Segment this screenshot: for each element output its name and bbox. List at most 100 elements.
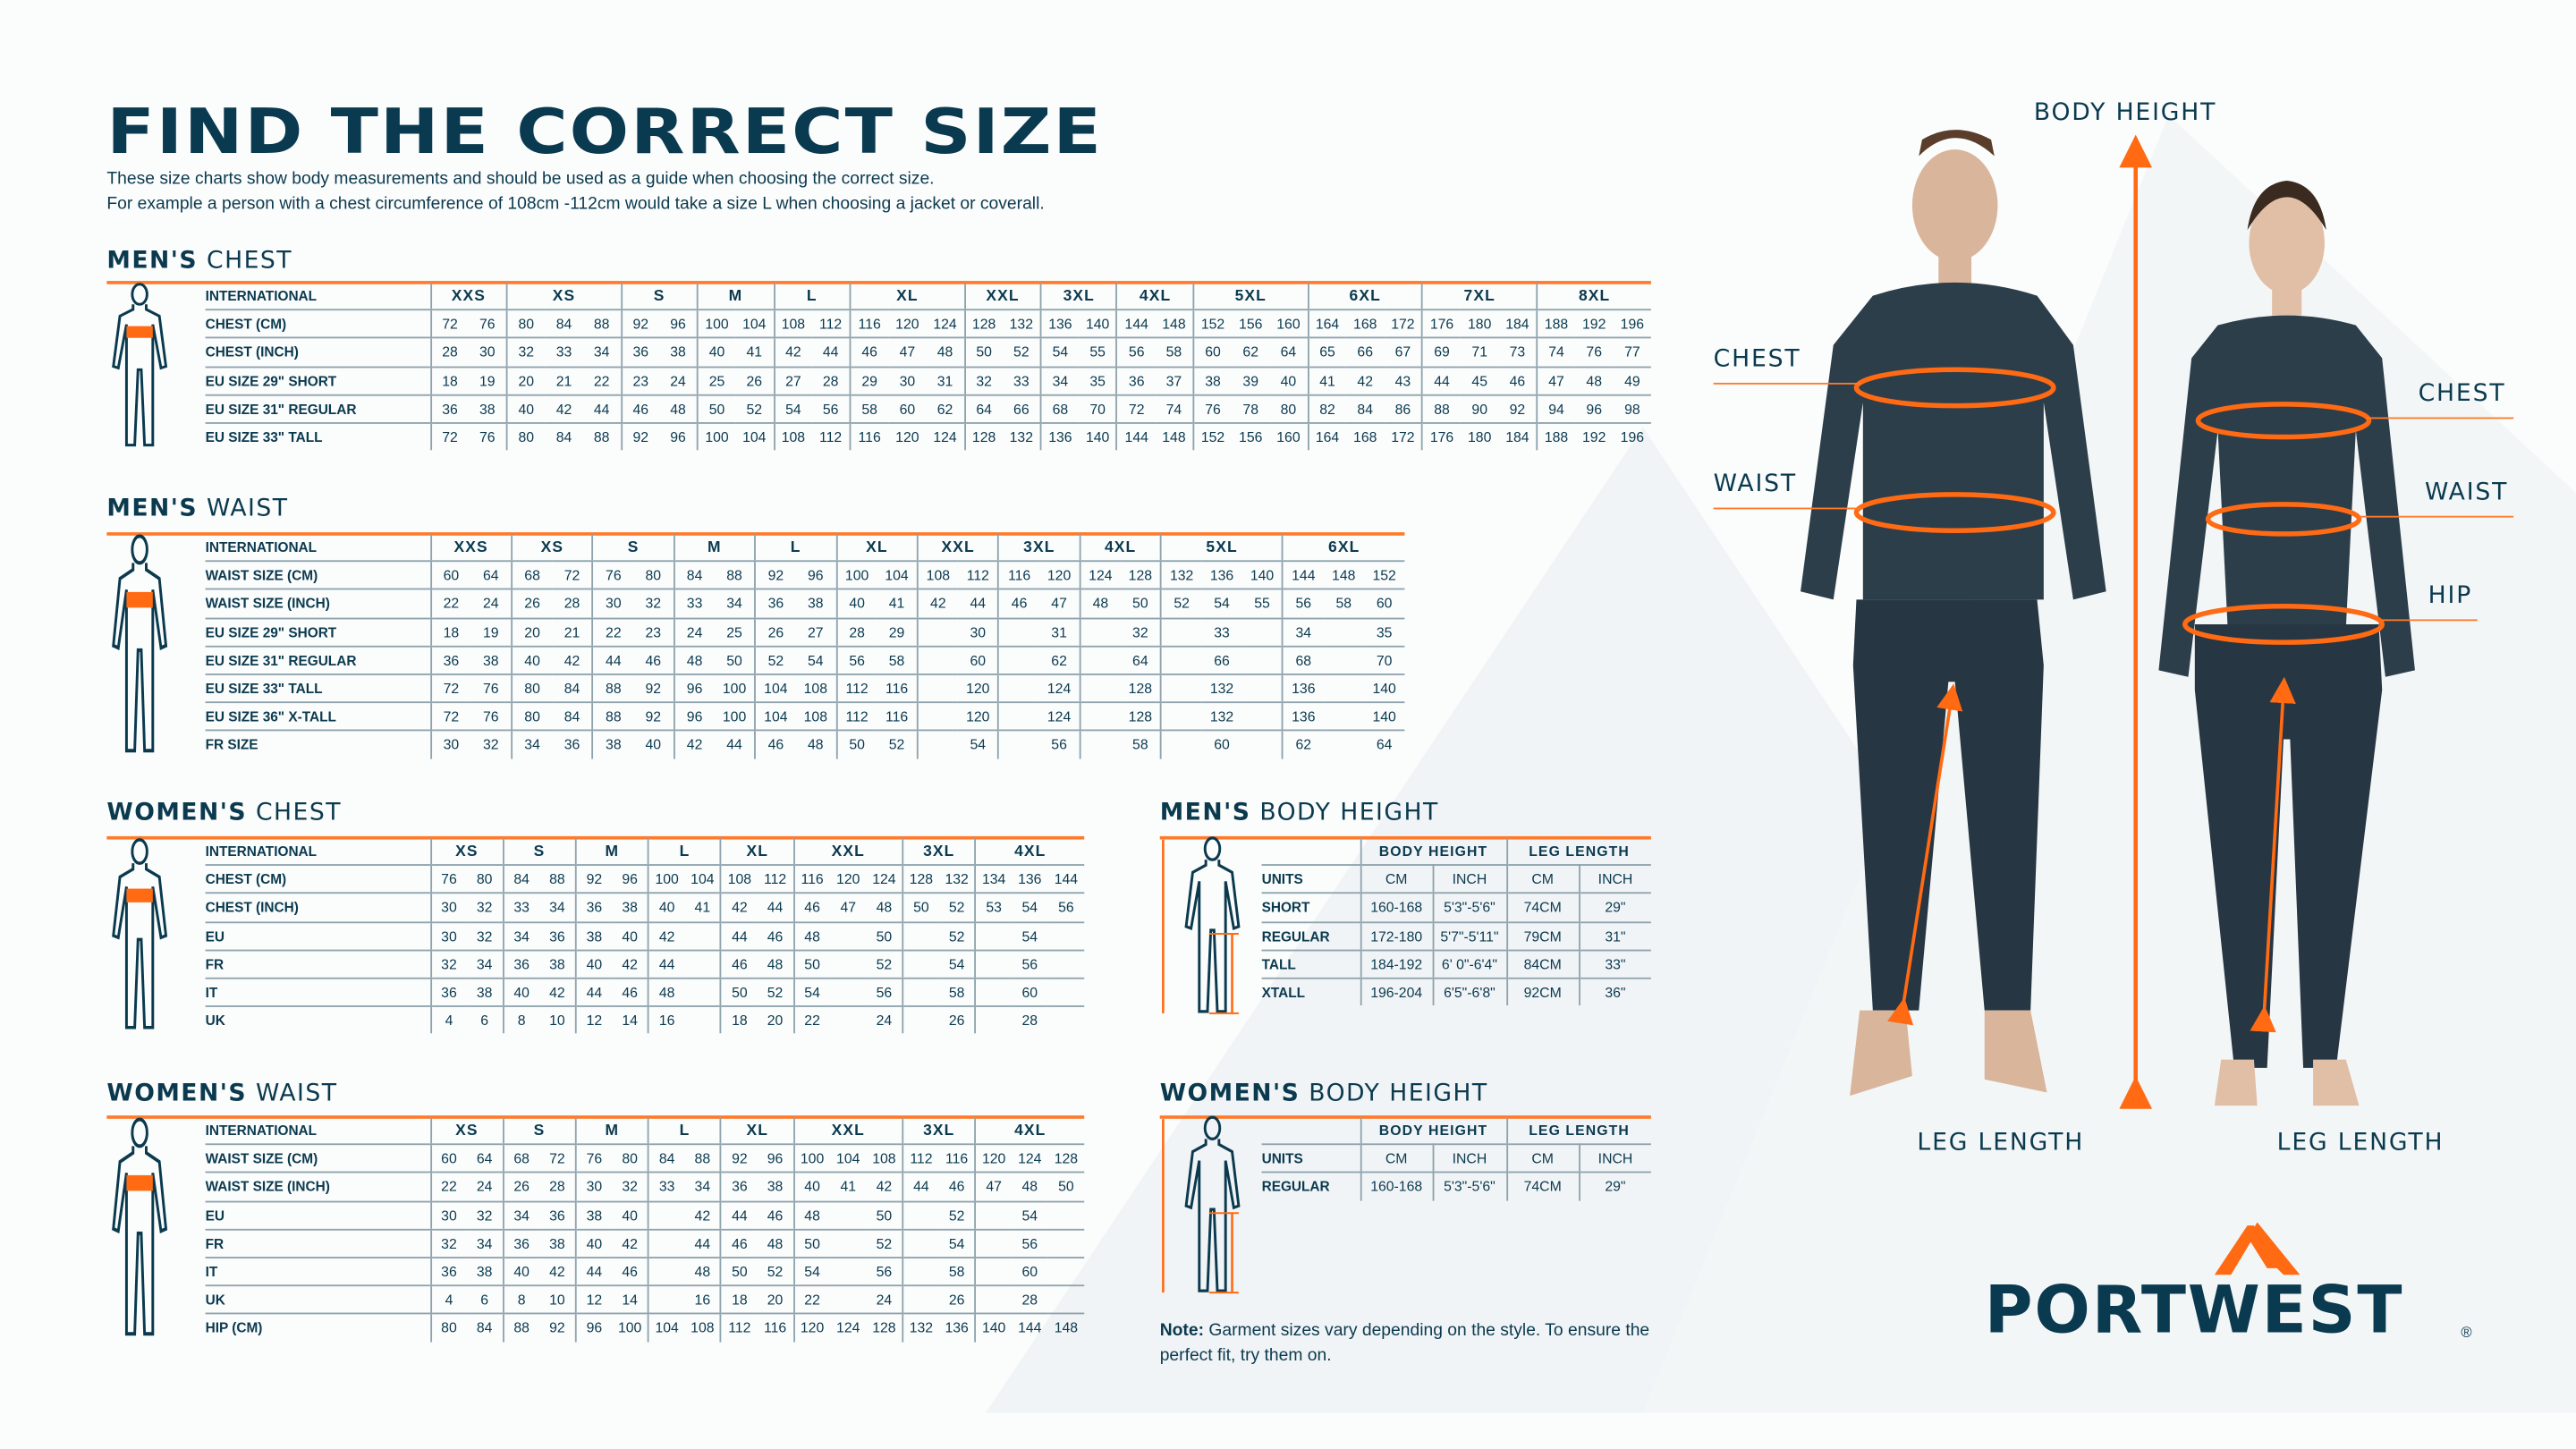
table-row: CHEST (CM) 72 76 80 84 88 92 96 100 104 108 112 116 1… (106, 309, 1652, 340)
size-value: 92 (1498, 394, 1538, 424)
size-value: 46 (612, 1257, 648, 1287)
row-label: EU SIZE 36" X-TALL (205, 702, 431, 732)
size-value: 56 (866, 978, 903, 1008)
size-value (916, 646, 959, 675)
size-value: 74 (1155, 394, 1194, 424)
size-header: 4XL (974, 837, 1085, 867)
size-value: 48 (757, 950, 794, 979)
row-label: IT (205, 978, 431, 1008)
table-row: CHEST (INCH) 28 30 32 33 34 36 38 40 41 42 44 46 47 48… (106, 338, 1652, 368)
size-value: 76 (591, 561, 634, 591)
unit: INCH (1431, 1144, 1507, 1174)
size-value (1323, 674, 1364, 704)
figure-cell (106, 1117, 205, 1342)
size-value: 80 (511, 702, 553, 732)
size-value: 58 (849, 394, 889, 424)
size-value: 100 (835, 561, 877, 591)
size-value (1241, 617, 1284, 648)
size-value: 40 (502, 978, 540, 1008)
size-value: 38 (612, 893, 648, 923)
size-value: 76 (470, 674, 512, 704)
size-header: XS (511, 533, 593, 563)
size-value: 34 (714, 589, 756, 619)
size-value: 44 (574, 978, 613, 1008)
size-value: 46 (1498, 366, 1538, 396)
size-value: 38 (659, 338, 698, 368)
logo-peak-icon (2214, 1222, 2301, 1275)
size-value: 72 (539, 1144, 576, 1174)
size-value (1047, 1200, 1085, 1231)
size-value: 32 (483, 736, 499, 753)
size-value: 30 (468, 338, 507, 368)
table-row: WAIST SIZE (CM) 60 64 68 72 76 80 84 88 92 96 100 10… (106, 1144, 1085, 1174)
size-value: 40 (612, 1200, 648, 1231)
height-value: 5'3"-5'6" (1431, 893, 1507, 923)
size-value: 52 (938, 1200, 976, 1231)
size-header: XL (720, 837, 794, 867)
size-value: 136 (1201, 561, 1242, 591)
label-women-waist: WAIST (2424, 479, 2509, 506)
heading-rest: BODY HEIGHT (1309, 1080, 1488, 1107)
size-value: 108 (916, 561, 959, 591)
table-row: REGULAR 160-168 5'3"-5'6" 74CM 29" (1160, 1173, 1651, 1200)
portwest-logo: PORTWEST ® (1985, 1222, 2478, 1347)
size-value: 23 (620, 366, 660, 396)
size-value: 104 (829, 1144, 867, 1174)
size-value: 65 (1307, 338, 1346, 368)
size-value: 50 (866, 921, 903, 952)
size-value: 54 (1201, 589, 1242, 619)
size-value: 25 (714, 617, 756, 648)
size-value (997, 730, 1039, 758)
size-value: 48 (659, 394, 698, 424)
size-value: 92 (620, 309, 660, 340)
table-row: EU 30 32 34 36 38 40 42 44 46 48 50 52 54 (106, 1200, 1085, 1231)
size-value: 50 (714, 646, 756, 675)
size-value (1160, 702, 1202, 732)
size-value: 68 (1282, 646, 1324, 675)
size-value: 36 (754, 589, 796, 619)
height-value: 79CM (1505, 921, 1580, 952)
heading-rest: BODY HEIGHT (1259, 800, 1439, 826)
size-value (829, 1229, 867, 1258)
size-value: 42 (773, 338, 812, 368)
size-value: 64 (466, 1144, 504, 1174)
size-value: 60 (429, 561, 471, 591)
size-value (647, 1257, 685, 1287)
size-value: 128 (1120, 702, 1162, 732)
size-value: 56 (1282, 589, 1324, 619)
size-value: 128 (1120, 674, 1162, 704)
size-value: 72 (429, 674, 471, 704)
table-row: EU SIZE 29" SHORT 18 19 20 21 22 23 24 25 26 27 28 2… (106, 617, 1405, 648)
row-label: EU (205, 1200, 431, 1231)
size-value: 144 (1116, 309, 1156, 340)
size-value: 36 (429, 978, 467, 1008)
size-value: 48 (673, 646, 715, 675)
size-value: 19 (470, 617, 512, 648)
size-value: 176 (1421, 422, 1461, 451)
size-value: 42 (684, 1200, 722, 1231)
size-value: 34 (684, 1173, 722, 1202)
size-value: 104 (735, 309, 775, 340)
size-value: 84 (476, 1319, 493, 1336)
size-header: 3XL (997, 533, 1080, 563)
female-model (2158, 181, 2415, 1106)
size-value: 41 (877, 589, 918, 619)
size-header: S (620, 282, 698, 311)
womens-body-height-heading: WOMEN'S BODY HEIGHT (1160, 1081, 1488, 1107)
size-value: 29 (849, 366, 889, 396)
size-value: 80 (511, 674, 553, 704)
row-label: CHEST (CM) (205, 865, 431, 894)
size-value: 160 (1269, 309, 1309, 340)
size-value: 56 (835, 646, 877, 675)
mens-body-height-heading: MEN'S BODY HEIGHT (1160, 800, 1439, 826)
size-value: 116 (877, 702, 918, 732)
size-value (1079, 617, 1121, 648)
size-value: 104 (754, 674, 796, 704)
size-value: 72 (552, 561, 593, 591)
size-value (974, 1200, 1013, 1231)
size-value (997, 646, 1039, 675)
table-row: EU SIZE 31" REGULAR 36 38 40 42 44 46 48 50 52 54 5… (106, 646, 1405, 675)
size-value: 47 (888, 338, 927, 368)
size-value: 33 (673, 589, 715, 619)
size-value (1160, 674, 1202, 704)
